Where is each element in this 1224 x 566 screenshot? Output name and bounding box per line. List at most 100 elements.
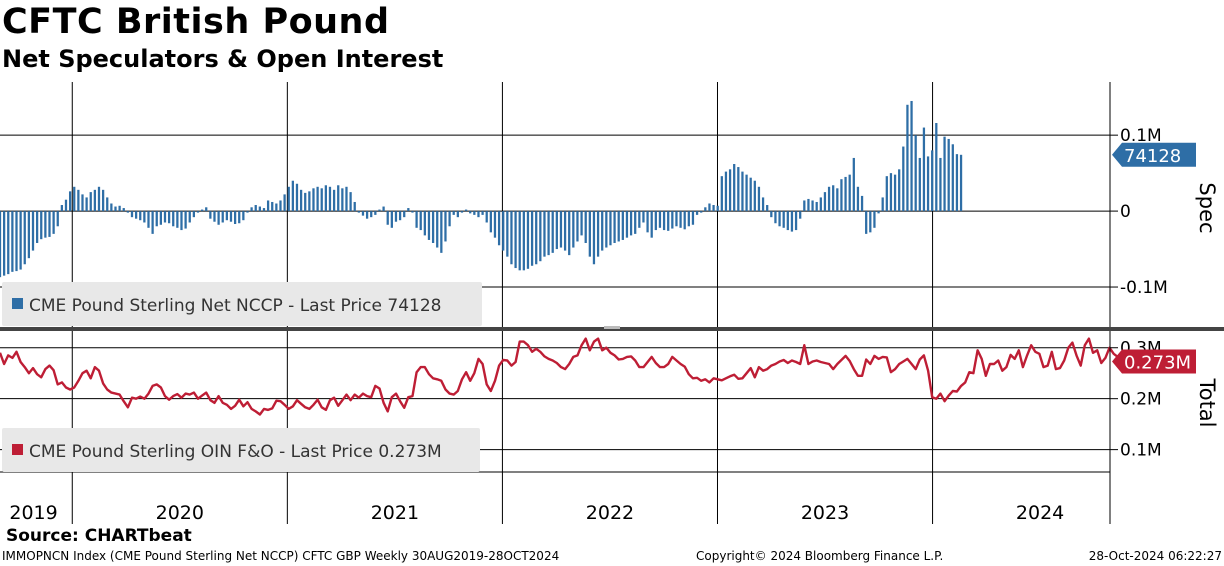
spec-bar (118, 205, 121, 212)
spec-bar (64, 199, 68, 212)
spec-bar (910, 100, 913, 212)
spec-bar (299, 189, 303, 212)
spec-bar (365, 211, 369, 219)
spec-bar (48, 211, 51, 237)
spec-bar (44, 211, 47, 238)
spec-bar (943, 136, 946, 212)
spec-bar (708, 203, 711, 212)
spec-bar (60, 205, 64, 212)
spec-bar (448, 211, 451, 227)
spec-bar (106, 197, 109, 212)
spec-bar (320, 188, 323, 212)
spec-bar (761, 197, 765, 212)
spec-bar (304, 192, 307, 212)
spec-bar (139, 211, 142, 221)
total-line (0, 337, 1123, 416)
spec-bar (832, 185, 835, 212)
spec-bar (609, 211, 612, 246)
spec-bar (959, 154, 963, 212)
spec-bar (192, 211, 195, 218)
spec-bar (613, 211, 616, 243)
spec-bar (85, 197, 88, 212)
chart-title: CFTC British Pound (2, 2, 390, 42)
spec-bar (485, 211, 488, 223)
spec-bar (893, 174, 897, 212)
spec-bar (328, 186, 332, 212)
spec-bar (345, 186, 348, 212)
spec-bar (576, 211, 579, 242)
spec-bar (155, 211, 158, 227)
spec-bar (151, 211, 154, 234)
spec-bar (621, 211, 624, 240)
spec-bar (266, 200, 270, 212)
spec-bar (159, 211, 162, 225)
spec-bar (477, 211, 480, 218)
spec-bar (374, 211, 377, 215)
spec-bar (11, 211, 14, 272)
spec-bar (580, 211, 583, 236)
spec-bar (324, 185, 327, 212)
spec-bar (407, 208, 410, 212)
spec-bar (172, 211, 175, 227)
spec-bar (568, 211, 571, 256)
spec-bar (308, 191, 311, 212)
spec-last-value-tag: 74128 (1124, 146, 1181, 167)
spec-bar (687, 211, 690, 227)
spec-bar (786, 211, 789, 231)
spec-bar (572, 211, 575, 248)
spec-bar (279, 200, 282, 212)
total-last-value-tag-bg (1112, 349, 1196, 374)
spec-bar (295, 183, 299, 212)
total-tick-label: 0.2M (1120, 390, 1162, 410)
spec-bar (951, 144, 954, 212)
spec-bar (881, 197, 884, 212)
spec-bar (642, 211, 645, 223)
spec-bar (728, 169, 732, 212)
spec-bar (815, 201, 818, 212)
spec-bar (77, 189, 80, 212)
spec-bar (914, 135, 917, 212)
spec-bar (807, 198, 810, 212)
spec-bar (444, 211, 447, 242)
spec-bar (741, 171, 744, 212)
spec-bar (180, 211, 183, 231)
spec-bar (526, 211, 530, 269)
spec-bar (774, 211, 777, 224)
spec-bar (205, 207, 208, 212)
spec-bar (535, 211, 538, 265)
spec-bar (56, 211, 59, 227)
spec-bar (737, 167, 740, 212)
spec-bar (530, 211, 534, 266)
spec-bars (0, 100, 963, 278)
spec-bar (163, 211, 167, 223)
spec-bar (625, 211, 629, 238)
spec-bar (683, 211, 686, 230)
spec-bar (126, 211, 130, 213)
spec-bar (167, 211, 171, 224)
spec-bar (539, 211, 542, 262)
spec-bar (753, 180, 756, 212)
spec-bar (947, 138, 950, 212)
spec-bar (7, 211, 10, 275)
spec-bar (601, 211, 604, 251)
spec-bar (836, 188, 839, 212)
spec-bar (510, 211, 513, 265)
spec-bar (143, 211, 146, 223)
spec-bar (233, 211, 237, 225)
spec-bar (382, 206, 385, 212)
spec-bar (865, 211, 868, 234)
spec-bar (200, 209, 204, 212)
spec-bar (134, 211, 138, 219)
spec-bar (889, 173, 893, 212)
spec-bar (922, 127, 926, 212)
spec-bar (73, 186, 76, 212)
spec-bar (411, 211, 414, 213)
spec-bar (782, 211, 785, 228)
spec-bar (733, 164, 736, 212)
spec-bar (716, 205, 719, 212)
spec-bar (275, 203, 278, 212)
spec-bar (357, 211, 360, 213)
spec-bar (918, 157, 921, 212)
legends: CME Pound Sterling Net NCCP - Last Price… (2, 282, 482, 472)
total-legend-text: CME Pound Sterling OIN F&O - Last Price … (29, 442, 442, 462)
